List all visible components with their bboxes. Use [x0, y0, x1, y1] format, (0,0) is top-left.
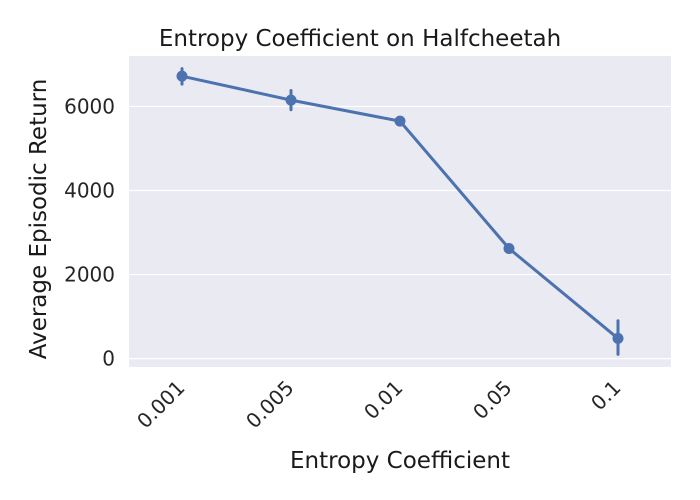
data-point — [612, 332, 624, 344]
x-tick-label: 0.1 — [586, 376, 625, 415]
gridlines — [129, 105, 671, 360]
y-tick-label: 6000 — [64, 94, 115, 118]
data-point — [503, 242, 515, 254]
y-tick-label: 4000 — [64, 178, 115, 202]
x-tick-label: 0.05 — [468, 376, 516, 424]
chart-title: Entropy Coefficient on Halfcheetah — [159, 26, 561, 52]
data-point — [394, 115, 406, 127]
y-tick-label: 0 — [102, 347, 115, 371]
y-axis-ticks: 0 2000 4000 6000 — [64, 94, 115, 370]
plot-area — [129, 56, 671, 367]
data-points — [176, 70, 624, 344]
x-axis-label: Entropy Coefficient — [290, 448, 510, 474]
data-point — [176, 70, 188, 82]
x-tick-label: 0.005 — [241, 376, 298, 433]
y-tick-label: 2000 — [64, 263, 115, 287]
y-axis-label: Average Episodic Return — [26, 79, 52, 360]
data-point — [285, 94, 297, 106]
x-tick-label: 0.01 — [359, 376, 407, 424]
x-tick-label: 0.001 — [132, 376, 189, 433]
x-axis-ticks: 0.001 0.005 0.01 0.05 0.1 — [132, 376, 625, 433]
